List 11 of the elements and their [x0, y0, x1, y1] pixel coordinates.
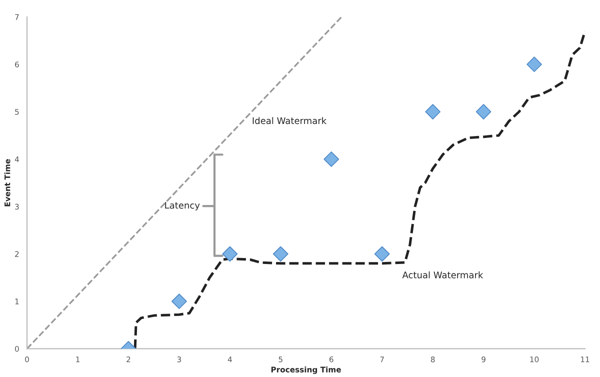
series-label: Ideal Watermark: [252, 117, 327, 124]
point: [425, 104, 441, 120]
series-label: Actual Watermark: [402, 271, 484, 278]
point: [476, 104, 492, 120]
point: [222, 246, 238, 262]
annotation: Latency: [165, 202, 200, 210]
point: [272, 246, 288, 262]
point: [324, 151, 340, 167]
point: [526, 56, 542, 72]
point: [171, 294, 187, 310]
point: [374, 246, 390, 262]
